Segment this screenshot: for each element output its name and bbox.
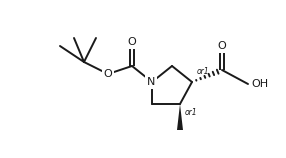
Text: or1: or1 [185, 108, 198, 117]
Text: or1: or1 [197, 67, 210, 76]
Text: OH: OH [251, 79, 268, 89]
Text: O: O [128, 37, 136, 47]
Polygon shape [177, 104, 183, 130]
Text: O: O [218, 41, 227, 51]
Text: O: O [104, 69, 112, 79]
Text: N: N [147, 77, 155, 87]
